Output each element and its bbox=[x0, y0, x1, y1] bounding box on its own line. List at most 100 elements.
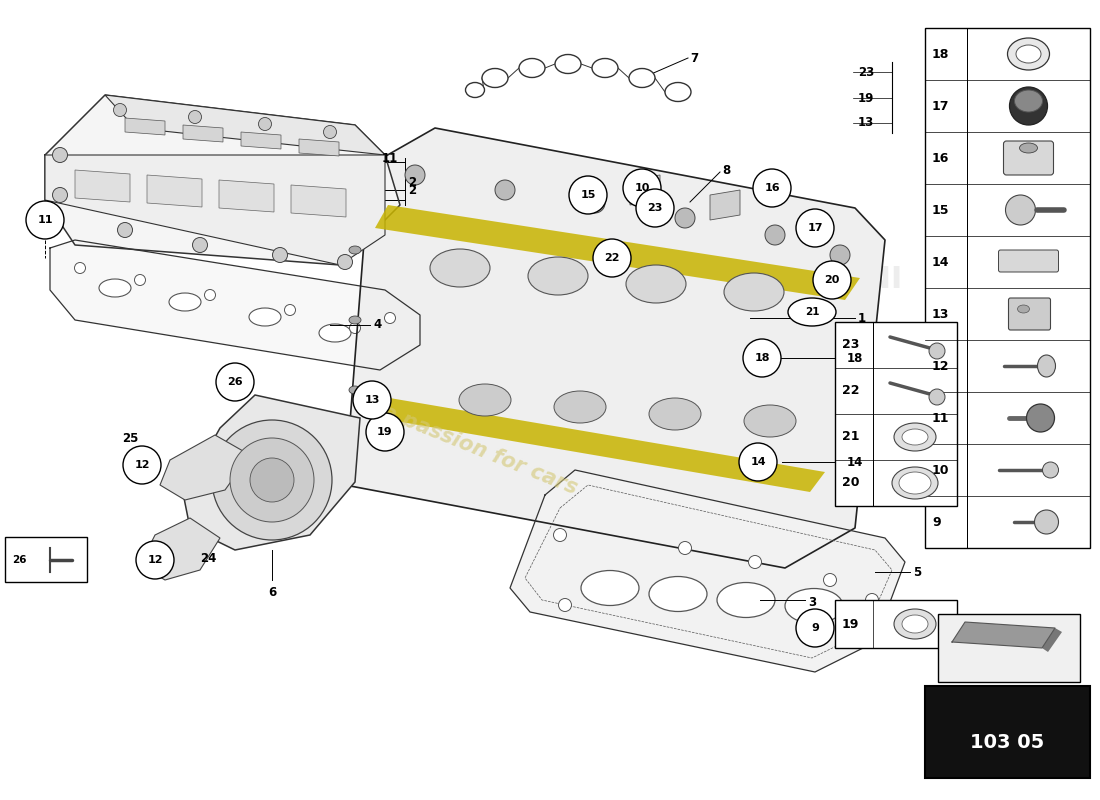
Ellipse shape bbox=[785, 589, 843, 623]
Circle shape bbox=[1034, 510, 1058, 534]
Circle shape bbox=[323, 126, 337, 138]
Circle shape bbox=[679, 542, 692, 554]
Polygon shape bbox=[125, 118, 165, 135]
Circle shape bbox=[353, 381, 390, 419]
Circle shape bbox=[350, 322, 361, 334]
Text: 20: 20 bbox=[842, 477, 859, 490]
Text: 13: 13 bbox=[364, 395, 380, 405]
Text: 6: 6 bbox=[268, 586, 276, 598]
Polygon shape bbox=[630, 175, 660, 205]
Text: LAMBORGHINI: LAMBORGHINI bbox=[658, 266, 902, 294]
Ellipse shape bbox=[528, 257, 588, 295]
Text: 7: 7 bbox=[690, 51, 698, 65]
Circle shape bbox=[366, 413, 404, 451]
FancyBboxPatch shape bbox=[835, 600, 957, 648]
Circle shape bbox=[250, 458, 294, 502]
Text: 11: 11 bbox=[382, 151, 398, 165]
Circle shape bbox=[866, 594, 879, 606]
Polygon shape bbox=[45, 95, 400, 265]
Text: 10: 10 bbox=[932, 463, 949, 477]
Circle shape bbox=[748, 555, 761, 569]
Circle shape bbox=[585, 193, 605, 213]
FancyBboxPatch shape bbox=[1009, 298, 1050, 330]
Text: 19: 19 bbox=[858, 91, 874, 105]
Ellipse shape bbox=[1010, 87, 1047, 125]
Text: 85: 85 bbox=[574, 292, 826, 468]
Circle shape bbox=[675, 208, 695, 228]
Circle shape bbox=[824, 574, 836, 586]
Ellipse shape bbox=[1016, 45, 1041, 63]
Polygon shape bbox=[710, 190, 740, 220]
Text: 11: 11 bbox=[37, 215, 53, 225]
Circle shape bbox=[216, 363, 254, 401]
Ellipse shape bbox=[626, 265, 686, 303]
FancyBboxPatch shape bbox=[6, 537, 87, 582]
Text: 14: 14 bbox=[932, 255, 949, 269]
Circle shape bbox=[118, 222, 132, 238]
Text: 2: 2 bbox=[408, 183, 416, 197]
Ellipse shape bbox=[349, 316, 361, 324]
Text: 18: 18 bbox=[847, 351, 864, 365]
Circle shape bbox=[285, 305, 296, 315]
Text: 23: 23 bbox=[858, 66, 874, 78]
Circle shape bbox=[796, 609, 834, 647]
Text: 16: 16 bbox=[764, 183, 780, 193]
Circle shape bbox=[813, 261, 851, 299]
Polygon shape bbox=[50, 240, 420, 370]
Circle shape bbox=[134, 274, 145, 286]
Polygon shape bbox=[160, 435, 250, 500]
Polygon shape bbox=[320, 128, 886, 568]
Text: 25: 25 bbox=[122, 431, 139, 445]
Text: 14: 14 bbox=[750, 457, 766, 467]
Polygon shape bbox=[299, 139, 339, 156]
Polygon shape bbox=[510, 470, 905, 672]
Text: 18: 18 bbox=[932, 47, 949, 61]
Ellipse shape bbox=[99, 279, 131, 297]
Circle shape bbox=[53, 187, 67, 202]
Circle shape bbox=[258, 118, 272, 130]
Polygon shape bbox=[219, 180, 274, 212]
Text: 4: 4 bbox=[373, 318, 382, 331]
Circle shape bbox=[192, 238, 208, 253]
Text: 15: 15 bbox=[932, 203, 949, 217]
Circle shape bbox=[113, 103, 127, 117]
Circle shape bbox=[742, 339, 781, 377]
Ellipse shape bbox=[1037, 355, 1056, 377]
Circle shape bbox=[553, 529, 566, 542]
Ellipse shape bbox=[666, 82, 691, 102]
Polygon shape bbox=[375, 205, 860, 300]
Circle shape bbox=[796, 209, 834, 247]
Text: 9: 9 bbox=[932, 515, 940, 529]
Circle shape bbox=[385, 313, 396, 323]
Circle shape bbox=[495, 180, 515, 200]
Text: 23: 23 bbox=[842, 338, 859, 351]
Ellipse shape bbox=[592, 58, 618, 78]
Text: a passion for cars: a passion for cars bbox=[379, 402, 581, 498]
Ellipse shape bbox=[554, 391, 606, 423]
Circle shape bbox=[75, 262, 86, 274]
Polygon shape bbox=[104, 95, 385, 155]
Text: 21: 21 bbox=[842, 430, 859, 443]
Ellipse shape bbox=[899, 472, 931, 494]
Ellipse shape bbox=[1020, 143, 1037, 153]
Ellipse shape bbox=[169, 293, 201, 311]
Ellipse shape bbox=[629, 69, 654, 87]
Circle shape bbox=[754, 169, 791, 207]
Text: 20: 20 bbox=[824, 275, 839, 285]
Ellipse shape bbox=[1008, 38, 1049, 70]
Ellipse shape bbox=[482, 69, 508, 87]
Circle shape bbox=[136, 541, 174, 579]
Ellipse shape bbox=[430, 249, 490, 287]
Ellipse shape bbox=[717, 582, 776, 618]
Text: 26: 26 bbox=[228, 377, 243, 387]
Circle shape bbox=[53, 147, 67, 162]
Text: 12: 12 bbox=[147, 555, 163, 565]
Ellipse shape bbox=[1014, 90, 1043, 112]
Ellipse shape bbox=[894, 609, 936, 639]
Circle shape bbox=[559, 598, 572, 611]
Text: 26: 26 bbox=[12, 555, 26, 565]
Circle shape bbox=[405, 165, 425, 185]
Circle shape bbox=[1043, 462, 1058, 478]
Text: 11: 11 bbox=[932, 411, 949, 425]
Polygon shape bbox=[182, 395, 360, 550]
